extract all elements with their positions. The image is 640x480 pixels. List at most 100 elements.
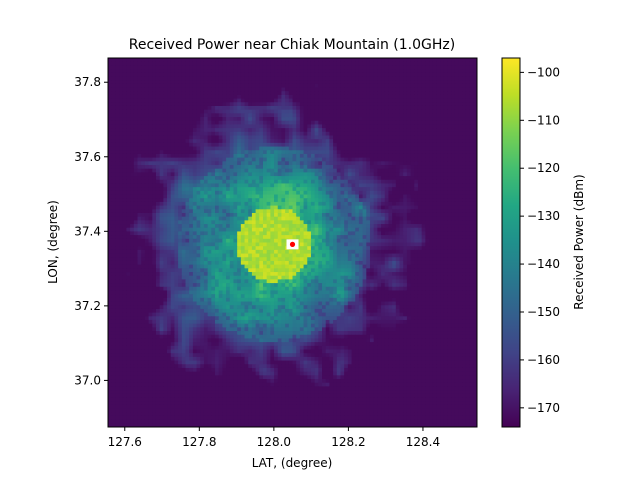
heatmap-cell <box>421 146 426 151</box>
heatmap-cell <box>388 172 393 177</box>
heatmap-cell <box>218 194 223 199</box>
heatmap-cell <box>167 80 172 85</box>
heatmap-cell <box>229 220 234 225</box>
heatmap-cell <box>215 76 220 81</box>
heatmap-cell <box>274 220 279 225</box>
heatmap-cell <box>251 109 256 114</box>
heatmap-cell <box>417 72 423 77</box>
heatmap-cell <box>307 139 312 144</box>
heatmap-cell <box>410 109 415 114</box>
heatmap-cell <box>296 142 301 147</box>
heatmap-cell <box>296 65 301 70</box>
heatmap-cell <box>259 102 264 107</box>
heatmap-cell <box>329 201 334 206</box>
heatmap-cell <box>369 72 375 77</box>
heatmap-cell <box>218 109 223 114</box>
heatmap-cell <box>174 61 179 66</box>
heatmap-cell <box>229 179 234 184</box>
heatmap-cell <box>336 172 341 177</box>
heatmap-cell <box>451 124 456 129</box>
heatmap-cell <box>366 150 371 155</box>
heatmap-cell <box>266 194 271 199</box>
heatmap-cell <box>414 231 419 236</box>
heatmap-cell <box>454 65 459 70</box>
heatmap-cell <box>274 194 279 199</box>
heatmap-cell <box>274 139 279 144</box>
heatmap-cell <box>469 183 474 188</box>
heatmap-cell <box>262 69 268 74</box>
heatmap-cell <box>211 201 216 206</box>
heatmap-cell <box>144 128 149 133</box>
heatmap-cell <box>406 238 411 243</box>
heatmap-cell <box>299 150 304 155</box>
heatmap-cell <box>296 117 301 122</box>
heatmap-cell <box>262 220 268 225</box>
heatmap-cell <box>351 190 356 195</box>
heatmap-cell <box>432 212 437 218</box>
heatmap-cell <box>399 65 404 70</box>
heatmap-cell <box>296 124 301 129</box>
heatmap-cell <box>167 91 172 96</box>
heatmap-cell <box>325 58 330 63</box>
heatmap-cell <box>130 120 135 125</box>
heatmap-cell <box>259 135 264 140</box>
heatmap-cell <box>111 194 116 199</box>
heatmap-cell <box>440 183 445 188</box>
heatmap-cell <box>366 238 371 243</box>
heatmap-cell <box>126 80 131 85</box>
heatmap-cell <box>248 172 253 177</box>
heatmap-cell <box>447 87 452 92</box>
heatmap-cell <box>251 150 256 155</box>
heatmap-cell <box>207 201 212 206</box>
heatmap-cell <box>340 183 345 188</box>
heatmap-cell <box>322 128 327 133</box>
heatmap-cell <box>395 124 400 129</box>
heatmap-cell <box>259 98 264 103</box>
heatmap-cell <box>392 128 397 133</box>
heatmap-cell <box>307 98 312 103</box>
heatmap-cell <box>130 142 135 147</box>
heatmap-cell <box>406 135 411 140</box>
heatmap-cell <box>111 179 116 184</box>
heatmap-cell <box>137 220 142 225</box>
heatmap-cell <box>421 238 426 243</box>
heatmap-cell <box>469 179 474 184</box>
heatmap-cell <box>469 76 474 81</box>
heatmap-cell <box>440 224 445 229</box>
heatmap-cell <box>277 117 282 122</box>
heatmap-cell <box>192 72 197 77</box>
heatmap-cell <box>215 209 220 214</box>
heatmap-cell <box>122 142 127 147</box>
heatmap-cell <box>144 176 149 181</box>
heatmap-cell <box>469 87 474 92</box>
heatmap-cell <box>447 65 452 70</box>
heatmap-cell <box>369 201 375 206</box>
heatmap-cell <box>333 120 338 125</box>
heatmap-cell <box>226 224 231 229</box>
heatmap-cell <box>473 120 478 125</box>
heatmap-cell <box>203 113 209 118</box>
heatmap-cell <box>314 69 319 74</box>
heatmap-cell <box>233 220 238 225</box>
heatmap-cell <box>310 153 316 159</box>
heatmap-cell <box>133 168 138 173</box>
heatmap-cell <box>296 98 301 103</box>
heatmap-cell <box>347 209 352 214</box>
heatmap-cell <box>373 198 378 203</box>
heatmap-cell <box>417 198 423 203</box>
heatmap-cell <box>344 146 349 151</box>
heatmap-cell <box>255 238 260 243</box>
heatmap-cell <box>141 58 146 63</box>
heatmap-cell <box>130 157 135 162</box>
heatmap-cell <box>148 220 153 225</box>
heatmap-cell <box>244 142 249 147</box>
heatmap-cell <box>200 69 205 74</box>
heatmap-cell <box>429 94 434 99</box>
heatmap-cell <box>288 120 293 125</box>
heatmap-cell <box>178 157 183 162</box>
heatmap-cell <box>163 212 168 218</box>
heatmap-cell <box>255 231 260 236</box>
heatmap-cell <box>270 146 275 151</box>
heatmap-cell <box>178 91 183 96</box>
heatmap-cell <box>285 72 290 77</box>
